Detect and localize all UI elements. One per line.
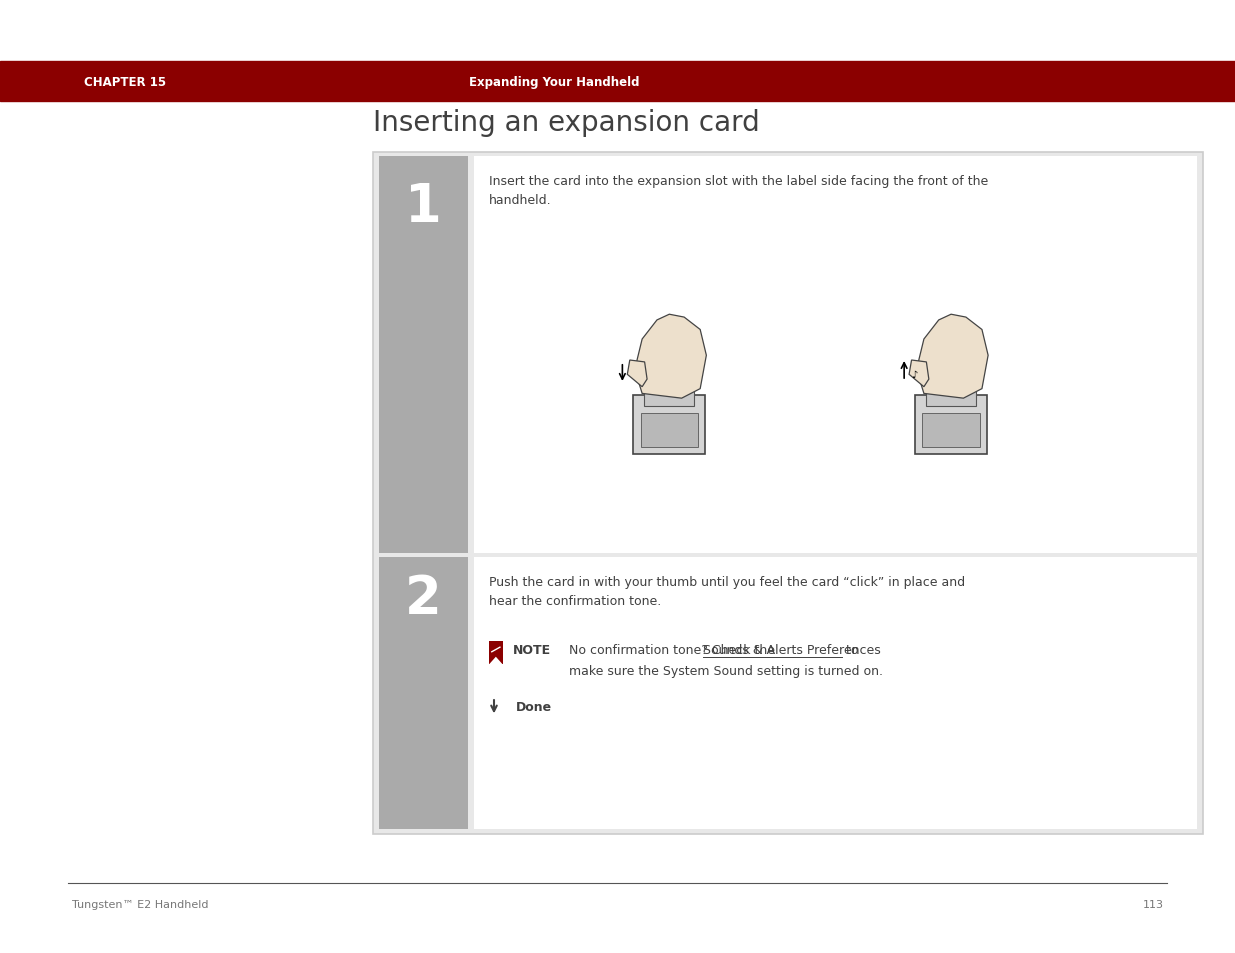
Text: make sure the System Sound setting is turned on.: make sure the System Sound setting is tu… <box>569 664 883 678</box>
Bar <box>379 558 468 829</box>
Text: 1: 1 <box>405 181 442 233</box>
Text: Push the card in with your thumb until you feel the card “click” in place and
he: Push the card in with your thumb until y… <box>489 575 966 607</box>
Text: to: to <box>842 643 858 657</box>
Bar <box>645 375 694 406</box>
Text: 113: 113 <box>1142 899 1163 908</box>
Bar <box>373 152 1203 834</box>
Bar <box>0 62 1235 102</box>
Text: 2: 2 <box>405 572 442 624</box>
Bar <box>641 414 698 448</box>
Bar <box>489 641 503 664</box>
Text: Insert the card into the expansion slot with the label side facing the front of : Insert the card into the expansion slot … <box>489 174 988 207</box>
Polygon shape <box>635 314 706 398</box>
Bar <box>926 375 976 406</box>
Bar <box>474 157 1197 553</box>
Bar <box>634 395 705 455</box>
Bar <box>923 414 979 448</box>
Text: ♪: ♪ <box>911 370 918 380</box>
Bar <box>915 395 987 455</box>
Text: No confirmation tone? Check the: No confirmation tone? Check the <box>569 643 779 657</box>
Text: NOTE: NOTE <box>513 643 551 657</box>
Polygon shape <box>627 360 647 387</box>
Text: Sounds & Alerts Preferences: Sounds & Alerts Preferences <box>703 643 881 657</box>
Text: CHAPTER 15: CHAPTER 15 <box>84 75 165 89</box>
Polygon shape <box>489 657 503 664</box>
Text: Tungsten™ E2 Handheld: Tungsten™ E2 Handheld <box>72 899 209 908</box>
Text: Done: Done <box>516 700 552 714</box>
Bar <box>474 558 1197 829</box>
Polygon shape <box>909 360 929 387</box>
Polygon shape <box>916 314 988 398</box>
Bar <box>379 157 468 553</box>
Text: Inserting an expansion card: Inserting an expansion card <box>373 110 760 137</box>
Text: Expanding Your Handheld: Expanding Your Handheld <box>469 75 640 89</box>
